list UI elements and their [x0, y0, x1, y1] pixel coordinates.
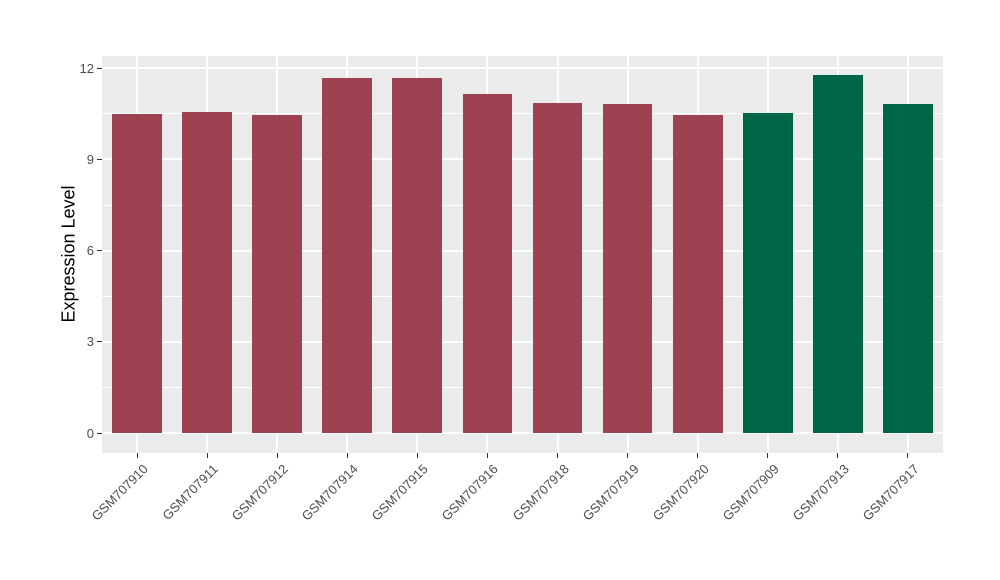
x-tick-mark	[486, 453, 488, 458]
major-gridline	[102, 158, 943, 161]
bar-GSM707913	[812, 74, 863, 434]
minor-gridline	[102, 387, 943, 389]
bar-GSM707916	[462, 94, 513, 434]
major-gridline	[102, 249, 943, 252]
y-tick-label: 0	[86, 425, 94, 441]
x-tick-mark	[767, 453, 769, 458]
x-tick-mark	[557, 453, 559, 458]
y-tick-mark	[97, 250, 102, 252]
y-tick-mark	[97, 341, 102, 343]
bar-GSM707915	[392, 77, 443, 434]
y-tick-label: 6	[86, 243, 94, 259]
bar-GSM707914	[322, 77, 373, 434]
y-tick-mark	[97, 432, 102, 434]
bar-GSM707911	[182, 112, 232, 434]
y-tick-label: 3	[86, 334, 94, 350]
y-tick-label: 9	[86, 151, 94, 167]
bar-GSM707912	[252, 115, 303, 434]
x-tick-mark	[206, 453, 208, 458]
y-tick-label: 12	[79, 60, 94, 76]
minor-gridline	[102, 204, 943, 206]
x-tick-mark	[136, 453, 138, 458]
y-tick-mark	[97, 67, 102, 69]
y-tick-mark	[97, 158, 102, 160]
x-tick-mark	[416, 453, 418, 458]
major-gridline	[102, 67, 943, 70]
plot-panel	[102, 56, 943, 453]
bar-GSM707919	[602, 103, 653, 434]
major-gridline	[102, 340, 943, 343]
bar-GSM707918	[532, 102, 583, 434]
bar-GSM707917	[883, 104, 933, 434]
x-tick-mark	[907, 453, 909, 458]
x-tick-mark	[697, 453, 699, 458]
minor-gridline	[102, 295, 943, 297]
major-gridline	[102, 432, 943, 435]
bar-GSM707920	[672, 114, 723, 434]
minor-gridline	[102, 113, 943, 115]
x-tick-mark	[837, 453, 839, 458]
bar-GSM707910	[112, 113, 162, 434]
bar-GSM707909	[742, 113, 793, 434]
x-tick-mark	[627, 453, 629, 458]
x-tick-mark	[276, 453, 278, 458]
x-tick-mark	[346, 453, 348, 458]
